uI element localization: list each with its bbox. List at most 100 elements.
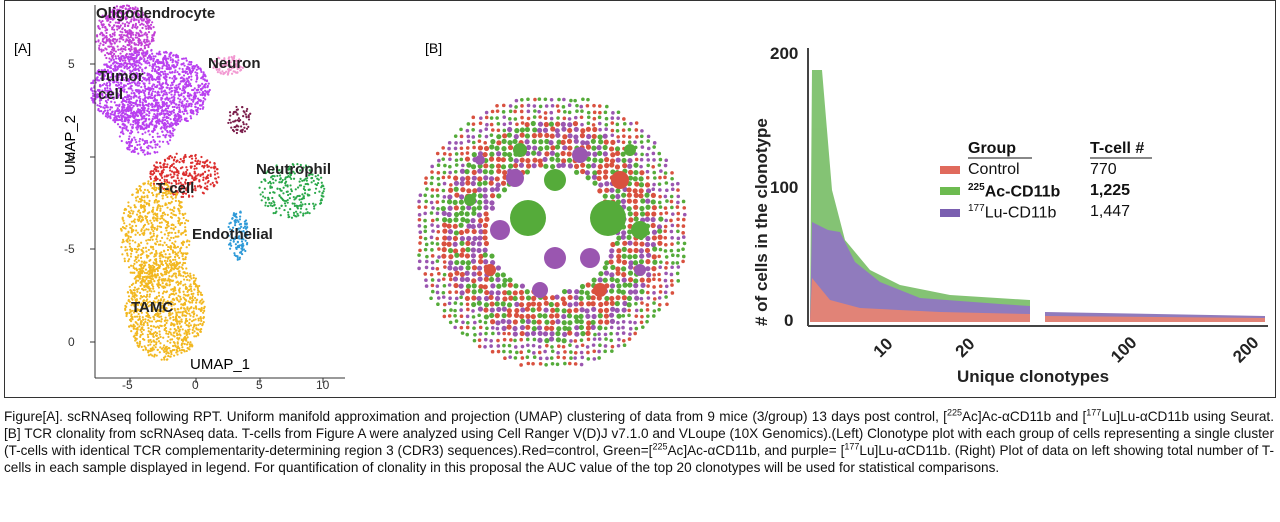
dot — [164, 213, 167, 216]
dot — [621, 128, 626, 132]
dot — [430, 164, 434, 169]
dot — [113, 64, 116, 68]
dot — [170, 81, 173, 84]
dot — [148, 64, 151, 67]
dot — [201, 322, 204, 326]
dot — [172, 243, 176, 246]
dot — [188, 68, 192, 72]
dot — [562, 116, 567, 121]
dot — [201, 298, 204, 301]
dot — [518, 162, 525, 168]
dot — [123, 113, 126, 116]
dot — [137, 259, 140, 262]
dot — [200, 104, 203, 107]
dot — [502, 133, 508, 139]
dot — [196, 160, 199, 163]
dot — [194, 318, 197, 321]
dot — [149, 55, 152, 58]
dot — [207, 93, 210, 96]
dot — [187, 309, 190, 312]
dot — [143, 208, 146, 211]
dot — [165, 321, 168, 325]
dot — [119, 90, 122, 93]
dot — [228, 118, 231, 122]
dot — [239, 119, 242, 122]
dot — [118, 37, 121, 40]
dot — [128, 239, 131, 242]
dot — [172, 213, 175, 216]
dot — [163, 233, 166, 236]
dot — [163, 259, 167, 262]
dot — [199, 84, 202, 87]
dot — [172, 54, 175, 57]
dot — [230, 72, 234, 75]
dot — [119, 227, 123, 230]
dot — [200, 70, 203, 73]
dot — [232, 130, 236, 133]
dot — [209, 166, 213, 169]
dot — [140, 241, 143, 244]
dot — [163, 350, 166, 354]
dot — [289, 192, 292, 196]
dot — [120, 101, 123, 104]
dot — [156, 206, 159, 209]
dot — [116, 93, 119, 97]
dot — [185, 67, 188, 71]
dot — [195, 64, 198, 67]
dot — [610, 152, 616, 158]
dot — [140, 41, 143, 44]
dot — [126, 291, 130, 294]
dot — [168, 123, 171, 126]
dot — [132, 210, 135, 213]
dot — [135, 321, 138, 324]
dot — [550, 145, 556, 151]
dot — [466, 139, 471, 144]
dot — [184, 212, 187, 215]
dot — [128, 143, 131, 146]
dot — [184, 70, 187, 73]
dot — [300, 201, 303, 204]
dot — [177, 208, 180, 211]
dot — [129, 58, 132, 61]
dot — [109, 108, 112, 111]
dot — [153, 344, 156, 347]
dot — [166, 120, 169, 123]
dot — [260, 199, 263, 202]
dot — [519, 109, 524, 114]
dot — [135, 258, 138, 261]
dot — [177, 85, 180, 89]
dot — [284, 204, 287, 207]
dot — [146, 72, 149, 75]
dot — [131, 115, 134, 118]
dot — [195, 301, 198, 304]
dot — [217, 176, 220, 179]
dot — [197, 88, 200, 92]
dot — [140, 63, 143, 66]
dot — [532, 145, 538, 151]
dot — [172, 228, 175, 231]
dot — [127, 97, 131, 101]
dot — [170, 292, 173, 296]
dot — [196, 286, 199, 290]
dot — [172, 108, 176, 112]
dot — [173, 114, 176, 117]
dot — [148, 133, 151, 136]
dot — [441, 157, 446, 161]
dot — [170, 93, 173, 96]
dot — [166, 163, 169, 166]
dot — [137, 248, 140, 251]
dot — [183, 222, 187, 225]
dot — [127, 260, 130, 263]
dot — [175, 351, 178, 354]
dot — [167, 245, 170, 249]
dot — [126, 105, 130, 109]
dot — [105, 77, 108, 81]
dot — [245, 123, 248, 126]
dot — [133, 334, 136, 337]
dot — [131, 123, 135, 126]
dot — [139, 47, 143, 50]
dot — [143, 100, 147, 103]
dot — [106, 109, 109, 112]
dot — [168, 296, 171, 299]
dot — [178, 100, 181, 103]
